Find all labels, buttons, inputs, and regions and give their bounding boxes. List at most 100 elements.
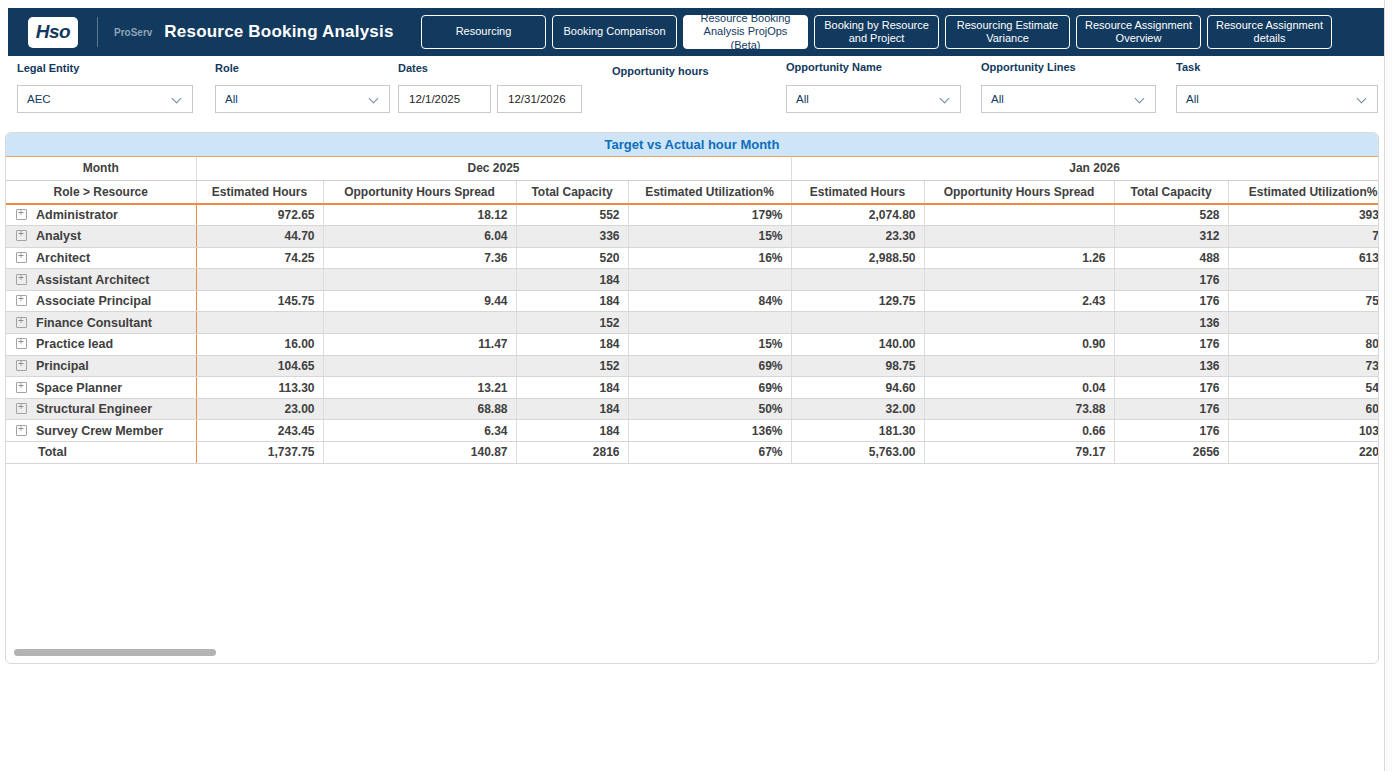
row-label: Architect xyxy=(36,251,90,265)
expand-plus-icon[interactable] xyxy=(16,209,27,220)
value-cell: 243.45 xyxy=(196,420,323,442)
value-cell: 15% xyxy=(628,334,791,356)
date-end-input[interactable]: 12/31/2026 xyxy=(497,85,582,113)
tab-resource-assignment-details[interactable]: Resource Assignment details xyxy=(1207,15,1332,49)
value-cell: 129.75 xyxy=(791,290,924,312)
legal-entity-dropdown[interactable]: AEC xyxy=(17,85,193,113)
table-row: Space Planner113.3013.2118469%94.600.041… xyxy=(6,377,1379,399)
value-cell: 140.87 xyxy=(323,442,516,464)
value-cell xyxy=(323,269,516,291)
tab-resource-booking-analysis-projops[interactable]: Resource Booking Analysis ProjOps (Beta) xyxy=(683,15,808,49)
expand-plus-icon[interactable] xyxy=(16,295,27,306)
expand-plus-icon[interactable] xyxy=(16,360,27,371)
value-cell: 184 xyxy=(516,398,628,420)
value-cell xyxy=(1228,269,1379,291)
expand-plus-icon[interactable] xyxy=(16,252,27,263)
value-cell: 75% xyxy=(1228,290,1379,312)
value-cell: 176 xyxy=(1114,290,1228,312)
value-cell: 15% xyxy=(628,226,791,248)
value-cell: 312 xyxy=(1114,226,1228,248)
legal-entity-label: Legal Entity xyxy=(17,62,79,74)
row-label: Structural Engineer xyxy=(36,402,152,416)
value-cell xyxy=(628,312,791,334)
expand-plus-icon[interactable] xyxy=(16,317,27,328)
row-label-cell: Space Planner xyxy=(6,377,196,399)
col-header-estimated-hours: Estimated Hours xyxy=(791,180,924,204)
value-cell: 136 xyxy=(1114,355,1228,377)
tab-resourcing-estimate-variance[interactable]: Resourcing Estimate Variance xyxy=(945,15,1070,49)
row-label: Total xyxy=(38,445,67,459)
tab-resourcing[interactable]: Resourcing xyxy=(421,15,546,49)
task-value: All xyxy=(1186,93,1199,105)
expand-plus-icon[interactable] xyxy=(16,403,27,414)
value-cell: 7% xyxy=(1228,226,1379,248)
value-cell: 113.30 xyxy=(196,377,323,399)
table-row: Structural Engineer23.0068.8818450%32.00… xyxy=(6,398,1379,420)
chevron-down-icon xyxy=(173,95,181,103)
col-header-estimated-utilization: Estimated Utilization% xyxy=(1228,180,1379,204)
value-cell: 152 xyxy=(516,355,628,377)
value-cell xyxy=(1228,312,1379,334)
row-label: Principal xyxy=(36,359,89,373)
total-row: Total1,737.75140.87281667%5,763.0079.172… xyxy=(6,442,1379,464)
value-cell: 2816 xyxy=(516,442,628,464)
value-cell: 176 xyxy=(1114,398,1228,420)
value-cell: 488 xyxy=(1114,247,1228,269)
value-cell: 179% xyxy=(628,204,791,226)
value-cell: 16% xyxy=(628,247,791,269)
opportunity-name-label: Opportunity Name xyxy=(786,61,882,73)
tab-resource-assignment-overview[interactable]: Resource Assignment Overview xyxy=(1076,15,1201,49)
task-dropdown[interactable]: All xyxy=(1176,85,1378,113)
product-name: ProServ xyxy=(114,27,152,38)
value-cell: 6.04 xyxy=(323,226,516,248)
value-cell xyxy=(323,355,516,377)
hso-logo-text: Hso xyxy=(36,21,70,43)
value-cell: 7.36 xyxy=(323,247,516,269)
date-start-input[interactable]: 12/1/2025 xyxy=(398,85,491,113)
value-cell: 184 xyxy=(516,290,628,312)
value-cell xyxy=(196,269,323,291)
value-cell: 145.75 xyxy=(196,290,323,312)
value-cell: 18.12 xyxy=(323,204,516,226)
value-cell: 60% xyxy=(1228,398,1379,420)
row-label: Associate Principal xyxy=(36,294,151,308)
value-cell xyxy=(628,269,791,291)
table-row: Associate Principal145.759.4418484%129.7… xyxy=(6,290,1379,312)
value-cell: 50% xyxy=(628,398,791,420)
tab-booking-comparison[interactable]: Booking Comparison xyxy=(552,15,677,49)
row-label-cell: Assistant Architect xyxy=(6,269,196,291)
col-header-total-capacity: Total Capacity xyxy=(516,180,628,204)
value-cell: 1,737.75 xyxy=(196,442,323,464)
matrix-table: Month Dec 2025 Jan 2026 Role > Resource … xyxy=(6,157,1379,464)
value-cell xyxy=(791,269,924,291)
row-label-cell: Associate Principal xyxy=(6,290,196,312)
value-cell: 5,763.00 xyxy=(791,442,924,464)
row-label-cell: Structural Engineer xyxy=(6,398,196,420)
value-cell: 2,988.50 xyxy=(791,247,924,269)
expand-plus-icon[interactable] xyxy=(16,425,27,436)
opportunity-hours-label: Opportunity hours xyxy=(612,65,709,77)
value-cell: 16.00 xyxy=(196,334,323,356)
role-dropdown[interactable]: All xyxy=(215,85,390,113)
role-label: Role xyxy=(215,62,239,74)
opportunity-name-dropdown[interactable]: All xyxy=(786,85,961,113)
horizontal-scrollbar[interactable] xyxy=(14,649,216,656)
expand-plus-icon[interactable] xyxy=(16,230,27,241)
value-cell: 613% xyxy=(1228,247,1379,269)
page-title: Resource Booking Analysis xyxy=(164,22,393,42)
opportunity-lines-dropdown[interactable]: All xyxy=(981,85,1156,113)
row-label-cell: Analyst xyxy=(6,226,196,248)
expand-plus-icon[interactable] xyxy=(16,338,27,349)
opportunity-lines-label: Opportunity Lines xyxy=(981,61,1076,73)
value-cell: 184 xyxy=(516,269,628,291)
tab-booking-by-resource-and-project[interactable]: Booking by Resource and Project xyxy=(814,15,939,49)
expand-plus-icon[interactable] xyxy=(16,274,27,285)
value-cell: 528 xyxy=(1114,204,1228,226)
expand-plus-icon[interactable] xyxy=(16,382,27,393)
value-cell xyxy=(924,226,1114,248)
table-row: Architect74.257.3652016%2,988.501.264886… xyxy=(6,247,1379,269)
value-cell: 67% xyxy=(628,442,791,464)
task-label: Task xyxy=(1176,61,1200,73)
value-cell: 0.04 xyxy=(924,377,1114,399)
row-label: Analyst xyxy=(36,229,81,243)
